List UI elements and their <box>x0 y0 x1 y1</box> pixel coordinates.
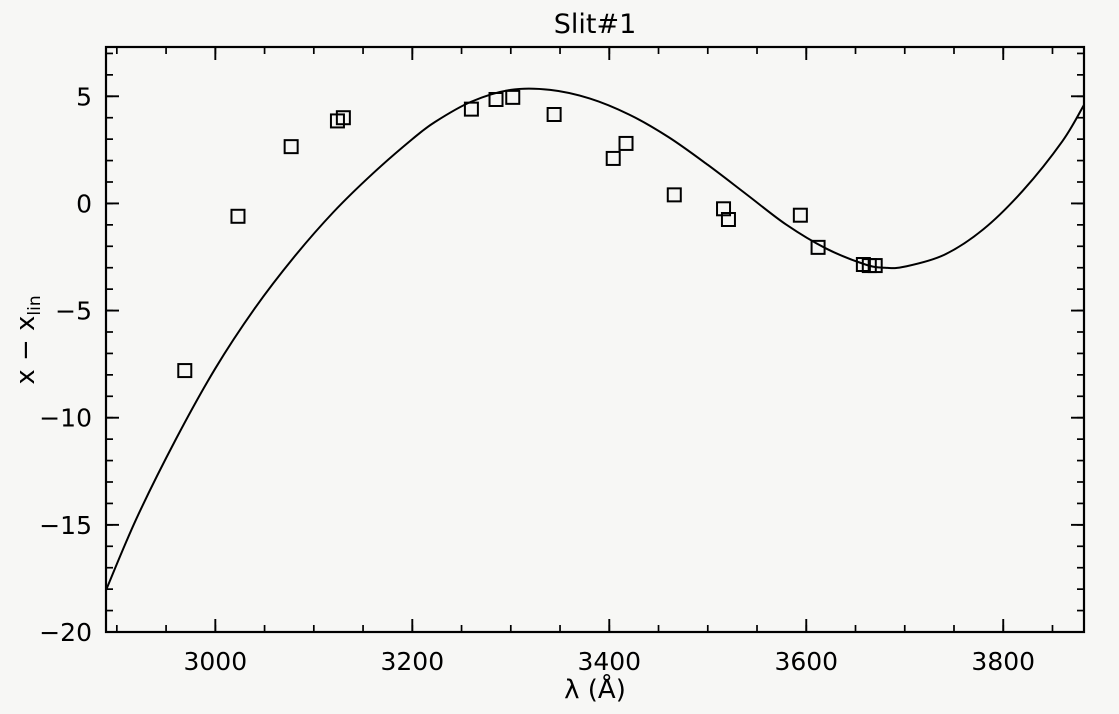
data-point <box>810 239 826 255</box>
plot-frame <box>104 45 1086 634</box>
data-point <box>177 363 193 379</box>
data-point <box>463 101 479 117</box>
x-axis-ticks-top <box>115 47 1054 60</box>
data-point <box>505 89 521 105</box>
y-axis-title-group: x − xlin <box>11 295 45 384</box>
y-axis-title-main: x − x <box>11 316 41 385</box>
y-tick-label: 5 <box>76 82 92 111</box>
y-axis-title: x − xlin <box>11 295 45 384</box>
x-axis-title: λ (Å) <box>564 673 626 705</box>
data-point <box>716 201 732 217</box>
data-point <box>488 92 504 107</box>
data-point <box>283 139 299 155</box>
y-axis-title-subscript: lin <box>25 295 45 315</box>
data-point <box>792 207 808 223</box>
y-tick-label: −5 <box>55 297 92 326</box>
axes-frame <box>104 45 1086 634</box>
data-point <box>335 110 351 126</box>
x-tick-label: 3800 <box>971 647 1035 676</box>
x-axis-title-group: λ (Å) <box>564 673 626 705</box>
data-point <box>618 135 634 151</box>
data-point <box>230 208 246 224</box>
y-tick-labels: 5 0 −5 −10 −15 −20 <box>39 82 92 647</box>
x-tick-label: 3600 <box>774 647 838 676</box>
y-tick-label: −10 <box>39 404 92 433</box>
plot-title: Slit#1 <box>554 9 637 40</box>
data-point-markers <box>177 89 883 379</box>
y-axis-ticks <box>106 52 119 633</box>
data-point <box>605 150 621 166</box>
x-tick-label: 3400 <box>577 647 641 676</box>
x-tick-label: 3200 <box>380 647 444 676</box>
fit-curve <box>105 87 1085 592</box>
data-point <box>546 107 562 122</box>
x-tick-label: 3000 <box>184 647 248 676</box>
y-tick-label: −20 <box>39 618 92 647</box>
data-point <box>867 258 883 274</box>
y-tick-label: −15 <box>39 511 92 540</box>
y-tick-label: 0 <box>76 189 92 218</box>
data-point <box>666 187 682 203</box>
x-tick-labels: 3000 3200 3400 3600 3800 <box>184 647 1036 676</box>
y-axis-ticks-right <box>1071 52 1084 633</box>
x-axis-ticks <box>115 619 1054 632</box>
data-point <box>720 212 736 227</box>
